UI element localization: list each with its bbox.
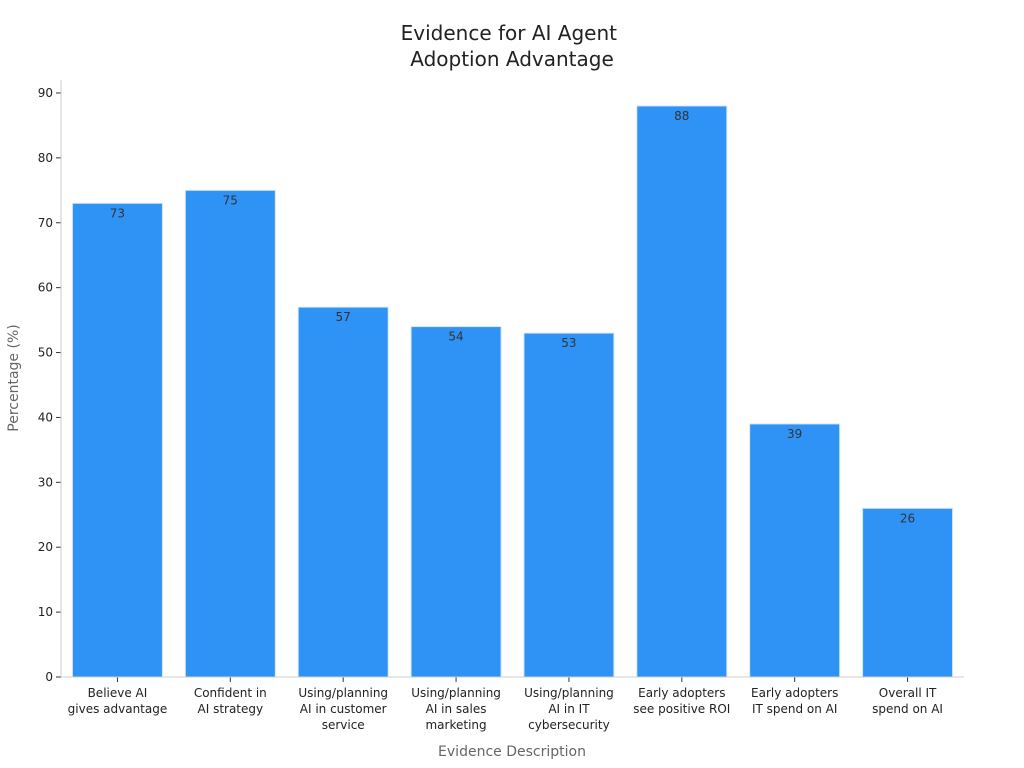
chart-title: Evidence for AI Agent Adoption Advantage: [401, 21, 624, 71]
bar-6: [749, 423, 841, 678]
y-tick-label-0: 0: [45, 670, 53, 684]
y-tick-label-1: 10: [38, 605, 53, 619]
bar-1: [184, 189, 276, 678]
x-category-label-4-line-1: AI in IT: [548, 702, 590, 716]
bar-5: [636, 105, 728, 678]
bar-value-label-6: 39: [787, 427, 802, 441]
x-category-label-3-line-1: AI in sales: [426, 702, 487, 716]
bar-value-label-2: 57: [336, 310, 351, 324]
x-category-label-0: Believe AI gives advantage: [68, 686, 168, 716]
x-category-label-6-line-1: IT spend on AI: [752, 702, 837, 716]
y-tick-label-5: 50: [38, 346, 53, 360]
x-category-label-7: Overall IT spend on AI: [872, 686, 943, 716]
bar-value-label-0: 73: [110, 206, 125, 220]
y-tick-labels: 0 10 20 30 40 50 60 70 80 90: [38, 86, 61, 684]
bar-0: [71, 202, 163, 678]
x-category-label-2-line-0: Using/planning: [298, 686, 388, 700]
x-axis-label: Evidence Description: [438, 744, 586, 760]
y-tick-label-3: 30: [38, 475, 53, 489]
x-category-label-1-line-0: Confident in: [194, 686, 267, 700]
y-tick-label-8: 80: [38, 151, 53, 165]
y-tick-label-7: 70: [38, 216, 53, 230]
x-category-label-3: Using/planning AI in sales marketing: [411, 686, 501, 732]
bar-value-label-3: 54: [448, 330, 463, 344]
x-category-label-3-line-0: Using/planning: [411, 686, 501, 700]
x-category-label-6-line-0: Early adopters: [751, 686, 838, 700]
x-category-label-0-line-1: gives advantage: [68, 702, 168, 716]
bar-value-label-1: 75: [223, 193, 238, 207]
x-category-label-2: Using/planning AI in customer service: [298, 686, 388, 732]
x-category-label-4: Using/planning AI in IT cybersecurity: [524, 686, 614, 732]
x-category-label-0-line-0: Believe AI: [88, 686, 148, 700]
x-category-label-7-line-0: Overall IT: [879, 686, 937, 700]
x-category-label-7-line-1: spend on AI: [872, 702, 943, 716]
bar-value-label-5: 88: [674, 109, 689, 123]
x-category-label-5-line-1: see positive ROI: [633, 702, 730, 716]
chart-title-line-1: Evidence for AI Agent: [401, 21, 618, 45]
x-category-label-3-line-2: marketing: [425, 718, 486, 732]
bar-7: [862, 507, 954, 678]
bar-value-label-7: 26: [900, 511, 915, 525]
x-category-label-6: Early adopters IT spend on AI: [751, 686, 838, 716]
chart-title-line-2: Adoption Advantage: [410, 47, 614, 71]
y-tick-label-9: 90: [38, 86, 53, 100]
x-category-label-4-line-0: Using/planning: [524, 686, 614, 700]
x-category-label-1: Confident in AI strategy: [194, 686, 267, 716]
x-category-label-2-line-1: AI in customer: [300, 702, 387, 716]
y-tick-label-6: 60: [38, 281, 53, 295]
y-tick-label-2: 20: [38, 540, 53, 554]
bar-2: [297, 306, 389, 678]
bar-4: [523, 332, 615, 678]
bars-group: 73 75 57 54 53 88 39 26: [71, 105, 954, 678]
bar-value-label-4: 53: [561, 336, 576, 350]
bar-3: [410, 326, 502, 678]
x-category-label-5-line-0: Early adopters: [638, 686, 725, 700]
x-category-labels: Believe AI gives advantage Confident in AI …: [68, 677, 943, 732]
x-category-label-1-line-1: AI strategy: [198, 702, 264, 716]
x-category-label-2-line-2: service: [322, 718, 365, 732]
x-category-label-4-line-2: cybersecurity: [528, 718, 610, 732]
x-category-label-5: Early adopters see positive ROI: [633, 686, 730, 716]
y-axis-label: Percentage (%): [6, 324, 22, 431]
y-tick-label-4: 40: [38, 410, 53, 424]
